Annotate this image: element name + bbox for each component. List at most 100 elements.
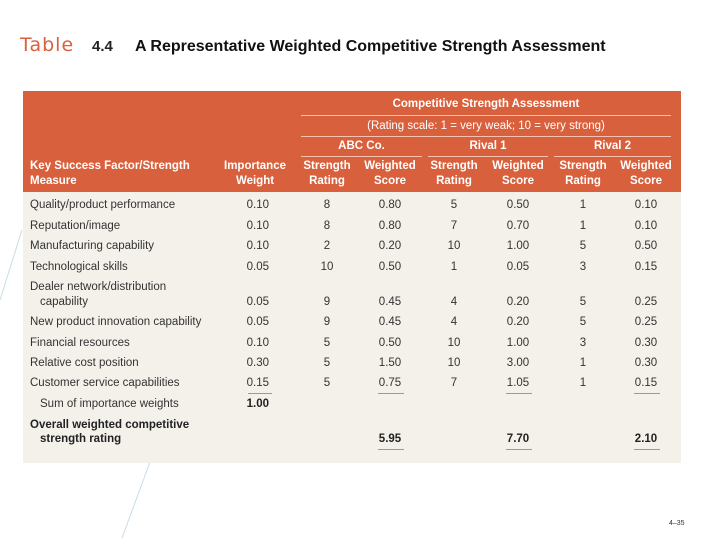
abc-weighted: 0.50 — [378, 261, 402, 273]
importance-header-line2: Weight — [235, 175, 275, 187]
factor-label: New product innovation capability — [30, 316, 202, 328]
overall-rule-abc — [378, 449, 404, 450]
rival2-weighted: 0.50 — [634, 240, 658, 252]
abc-weighted-header-line2: Score — [374, 175, 406, 187]
header-rule-mid — [301, 136, 671, 137]
rival2-strength-header-line1: Strength — [559, 160, 607, 172]
title-text: A Representative Weighted Competitive St… — [135, 38, 606, 55]
rival1-strength: 7 — [450, 220, 458, 232]
rival2-weighted: 0.15 — [634, 261, 658, 273]
importance-weight: 0.10 — [246, 240, 269, 252]
abc-strength: 9 — [323, 316, 331, 328]
abc-weighted: 0.80 — [378, 199, 402, 211]
rival2-strength: 1 — [579, 199, 587, 211]
factor-label: Reputation/image — [30, 220, 121, 232]
company-rival-1: Rival 1 — [469, 140, 507, 152]
abc-weighted: 0.45 — [378, 316, 402, 328]
abc-weighted: 0.45 — [378, 296, 402, 308]
rival2-weighted: 0.30 — [634, 337, 658, 349]
abc-strength: 8 — [323, 199, 331, 211]
abc-strength: 8 — [323, 220, 331, 232]
sum-rule-rival2 — [634, 393, 660, 394]
factor-label: Relative cost position — [30, 357, 139, 369]
importance-weight: 0.10 — [246, 199, 269, 211]
factor-label: Technological skills — [30, 261, 128, 273]
rival1-weighted: 0.50 — [506, 199, 530, 211]
rival2-strength: 1 — [579, 220, 587, 232]
abc-weighted: 1.50 — [378, 357, 402, 369]
rival2-weighted: 0.10 — [634, 199, 658, 211]
rival2-strength: 1 — [579, 377, 587, 389]
overall-rule-rival2 — [634, 449, 660, 450]
rival2-strength: 1 — [579, 357, 587, 369]
factor-header-line1: Key Success Factor/Strength — [30, 160, 190, 172]
rival1-weighted: 1.00 — [506, 240, 530, 252]
overall-rule-rival1 — [506, 449, 532, 450]
sum-rule-abc — [378, 393, 404, 394]
abc-strength: 5 — [323, 357, 331, 369]
importance-weight: 0.05 — [246, 261, 269, 273]
rival2-weighted: 0.25 — [634, 316, 658, 328]
group-title: Competitive Strength Assessment — [392, 98, 580, 110]
rival1-strength: 4 — [450, 296, 458, 308]
abc-weighted: 0.20 — [378, 240, 402, 252]
overall-label-line2: strength rating — [40, 433, 122, 445]
importance-weight: 0.10 — [246, 220, 269, 232]
rival1-rule — [428, 156, 548, 157]
title-number: 4.4 — [92, 38, 113, 55]
rival2-strength: 5 — [579, 316, 587, 328]
rival2-weighted-header-line2: Score — [630, 175, 662, 187]
factor-label-line1: Dealer network/distribution — [30, 281, 167, 293]
overall-score-rival2: 2.10 — [634, 433, 658, 445]
rival1-weighted: 0.20 — [506, 316, 530, 328]
overall-score-abc: 5.95 — [378, 433, 402, 445]
rival2-strength-header-line2: Rating — [565, 175, 601, 187]
company-rival-2: Rival 2 — [593, 140, 632, 152]
abc-strength-header-line1: Strength — [303, 160, 351, 172]
rival1-strength: 5 — [450, 199, 458, 211]
factor-header-line2: Measure — [30, 175, 77, 187]
abc-rule — [301, 156, 422, 157]
rival2-strength: 3 — [579, 337, 587, 349]
sum-value: 1.00 — [246, 398, 269, 410]
rival1-weighted: 1.05 — [506, 377, 530, 389]
header-rule-top — [301, 115, 671, 116]
importance-weight: 0.15 — [246, 377, 269, 389]
table-header: Competitive Strength Assessment (Rating … — [23, 91, 681, 192]
abc-strength-header-line2: Rating — [309, 175, 345, 187]
sum-label: Sum of importance weights — [40, 398, 179, 410]
abc-strength: 2 — [323, 240, 331, 252]
importance-weight: 0.05 — [246, 296, 269, 308]
rival2-weighted: 0.30 — [634, 357, 658, 369]
sum-rule-rival1 — [506, 393, 532, 394]
abc-weighted: 0.75 — [378, 377, 402, 389]
overall-score-rival1: 7.70 — [506, 433, 530, 445]
abc-strength: 5 — [323, 377, 331, 389]
rival1-weighted: 0.20 — [506, 296, 530, 308]
rival2-weighted: 0.10 — [634, 220, 658, 232]
rival1-strength-header-line2: Rating — [436, 175, 472, 187]
rival2-weighted: 0.15 — [634, 377, 658, 389]
company-abc: ABC Co. — [338, 140, 385, 152]
factor-label-line2: capability — [40, 296, 88, 308]
rival1-strength: 10 — [447, 240, 461, 252]
rival1-weighted: 3.00 — [506, 357, 530, 369]
importance-weight: 0.30 — [246, 357, 269, 369]
rival1-weighted: 0.70 — [506, 220, 530, 232]
overall-label-line1: Overall weighted competitive — [30, 419, 190, 431]
rival2-strength: 5 — [579, 296, 587, 308]
rival1-weighted-header-line1: Weighted — [492, 160, 544, 172]
strength-assessment-table: Competitive Strength Assessment (Rating … — [23, 91, 681, 463]
title-table-word: Table — [20, 34, 75, 56]
importance-weight: 0.05 — [246, 316, 269, 328]
rival1-strength: 1 — [450, 261, 458, 273]
importance-weight: 0.10 — [246, 337, 269, 349]
abc-weighted-header-line1: Weighted — [364, 160, 416, 172]
rival1-strength: 10 — [447, 357, 461, 369]
abc-strength: 9 — [323, 296, 331, 308]
rival1-strength-header-line1: Strength — [430, 160, 478, 172]
factor-label: Financial resources — [30, 337, 130, 349]
rating-scale-note: (Rating scale: 1 = very weak; 10 = very … — [367, 120, 605, 132]
sum-rule-weight — [248, 393, 272, 394]
rival1-weighted-header-line2: Score — [502, 175, 534, 187]
